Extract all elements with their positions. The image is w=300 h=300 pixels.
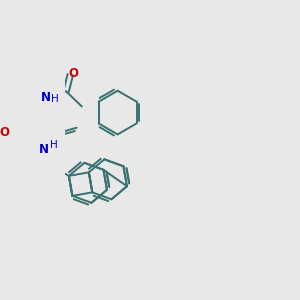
- Text: O: O: [68, 67, 78, 80]
- Text: H: H: [51, 94, 59, 104]
- Text: N: N: [39, 142, 49, 156]
- Text: O: O: [0, 126, 10, 139]
- Text: H: H: [50, 140, 58, 150]
- Text: N: N: [41, 91, 51, 104]
